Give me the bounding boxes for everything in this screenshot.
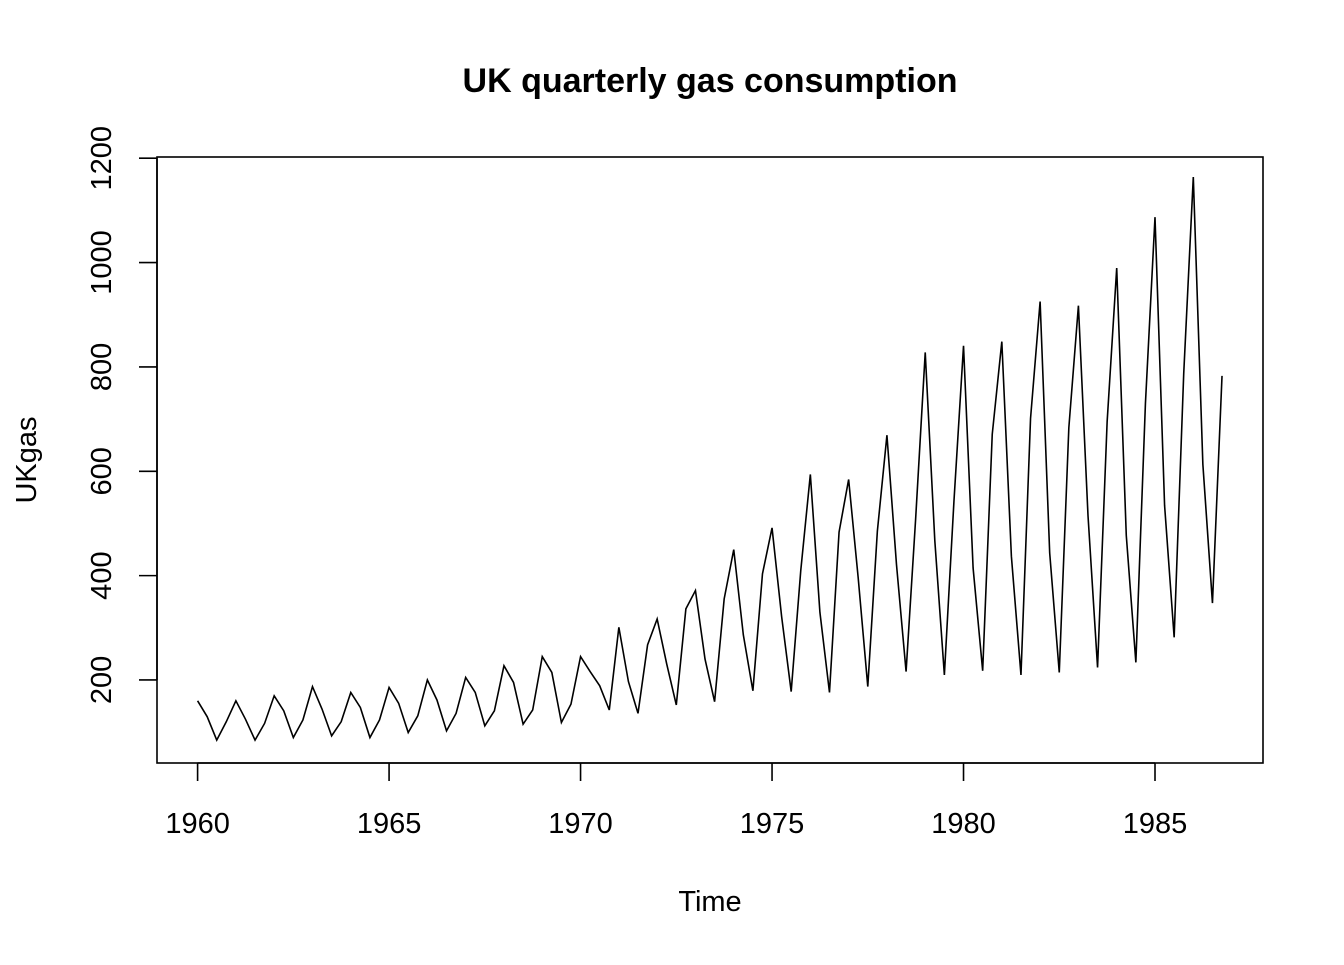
y-tick-label: 1000 [86,230,118,295]
plot-frame [156,156,1264,764]
y-tick-label: 1200 [86,126,118,191]
x-tick-label: 1965 [357,808,422,840]
y-tick-label: 600 [86,447,118,495]
x-tick-label: 1975 [740,808,805,840]
x-axis-label: Time [678,886,741,918]
y-axis: 200 400 600 800 1000 1200 [86,126,158,704]
y-axis-label: UKgas [11,416,43,503]
x-tick-label: 1985 [1123,808,1188,840]
y-tick-label: 200 [86,656,118,704]
x-tick-label: 1980 [931,808,996,840]
x-axis: 1960 1965 1970 1975 1980 1985 [165,762,1188,840]
chart-title: UK quarterly gas consumption [463,62,958,100]
y-tick-label: 800 [86,343,118,391]
x-tick-label: 1970 [548,808,613,840]
x-tick-label: 1960 [165,808,230,840]
y-tick-label: 400 [86,551,118,599]
series-line-1 [196,177,1223,742]
series-layer [196,177,1223,742]
